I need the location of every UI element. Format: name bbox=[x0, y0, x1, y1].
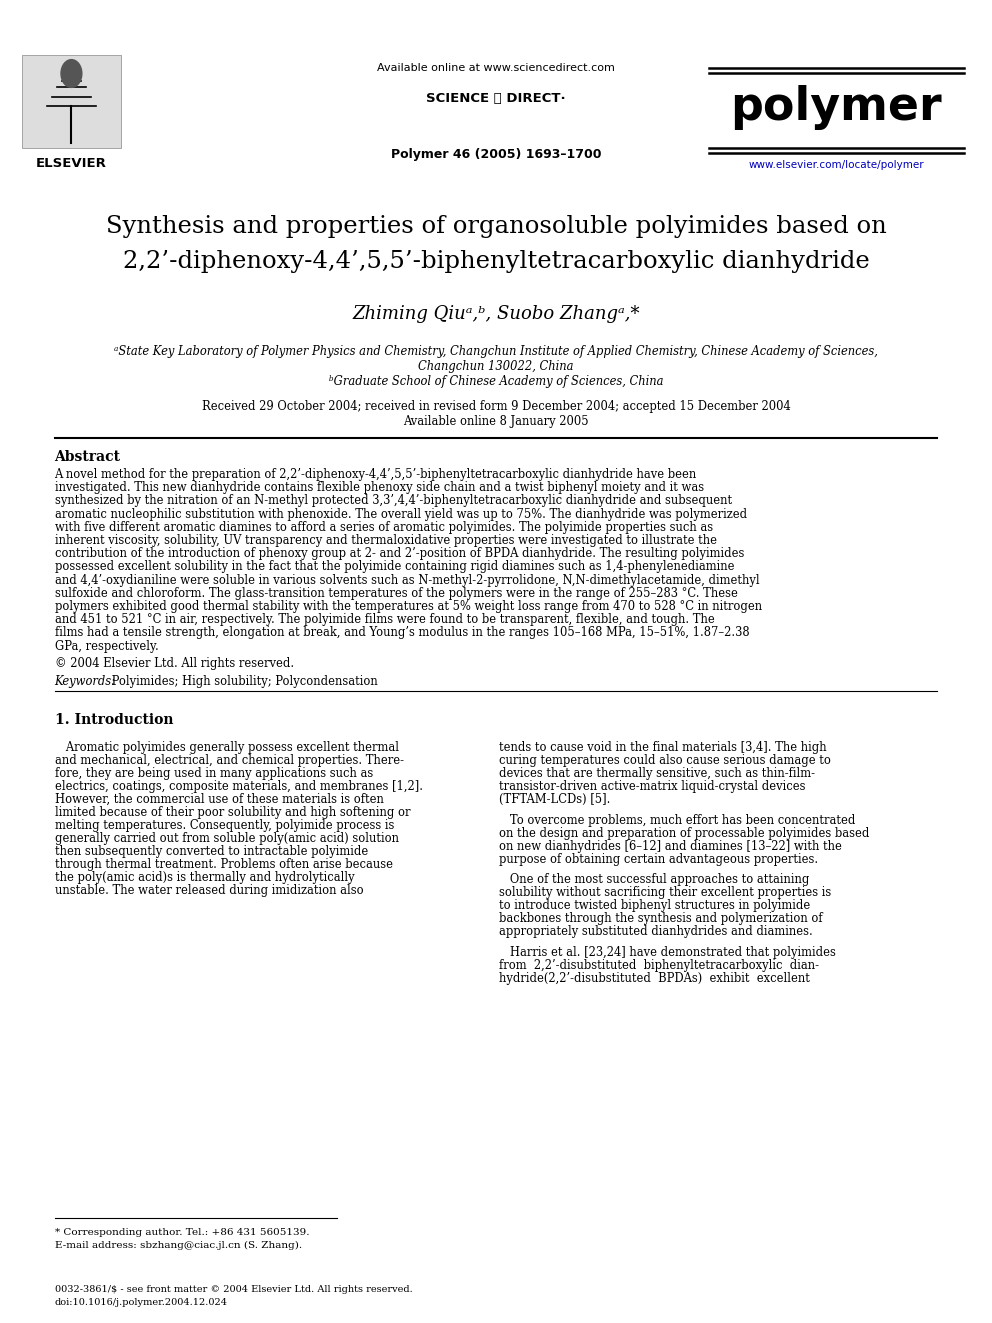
Text: Received 29 October 2004; received in revised form 9 December 2004; accepted 15 : Received 29 October 2004; received in re… bbox=[201, 400, 791, 413]
Text: 0032-3861/$ - see front matter © 2004 Elsevier Ltd. All rights reserved.: 0032-3861/$ - see front matter © 2004 El… bbox=[55, 1285, 413, 1294]
Text: hydride(2,2’-disubstituted  BPDAs)  exhibit  excellent: hydride(2,2’-disubstituted BPDAs) exhibi… bbox=[499, 972, 809, 986]
Text: then subsequently converted to intractable polyimide: then subsequently converted to intractab… bbox=[55, 845, 368, 857]
Text: Keywords:: Keywords: bbox=[55, 675, 115, 688]
Text: the poly(amic acid)s is thermally and hydrolytically: the poly(amic acid)s is thermally and hy… bbox=[55, 871, 354, 884]
Text: melting temperatures. Consequently, polyimide process is: melting temperatures. Consequently, poly… bbox=[55, 819, 394, 832]
Text: polymer: polymer bbox=[730, 85, 942, 130]
Text: E-mail address: sbzhang@ciac.jl.cn (S. Zhang).: E-mail address: sbzhang@ciac.jl.cn (S. Z… bbox=[55, 1241, 302, 1250]
Text: and 451 to 521 °C in air, respectively. The polyimide films were found to be tra: and 451 to 521 °C in air, respectively. … bbox=[55, 613, 714, 626]
Text: electrics, coatings, composite materials, and membranes [1,2].: electrics, coatings, composite materials… bbox=[55, 779, 423, 792]
Text: (TFTAM-LCDs) [5].: (TFTAM-LCDs) [5]. bbox=[499, 792, 610, 806]
Text: However, the commercial use of these materials is often: However, the commercial use of these mat… bbox=[55, 792, 384, 806]
Text: Available online at www.sciencedirect.com: Available online at www.sciencedirect.co… bbox=[377, 64, 615, 73]
Text: Changchun 130022, China: Changchun 130022, China bbox=[419, 360, 573, 373]
Text: One of the most successful approaches to attaining: One of the most successful approaches to… bbox=[499, 873, 809, 886]
Text: aromatic nucleophilic substitution with phenoxide. The overall yield was up to 7: aromatic nucleophilic substitution with … bbox=[55, 508, 747, 520]
Text: inherent viscosity, solubility, UV transparency and thermaloxidative properties : inherent viscosity, solubility, UV trans… bbox=[55, 534, 716, 546]
Text: and mechanical, electrical, and chemical properties. There-: and mechanical, electrical, and chemical… bbox=[55, 754, 404, 767]
Text: Abstract: Abstract bbox=[55, 450, 121, 464]
Text: tends to cause void in the final materials [3,4]. The high: tends to cause void in the final materia… bbox=[499, 741, 826, 754]
Text: SCIENCE ⓓ DIRECT·: SCIENCE ⓓ DIRECT· bbox=[427, 93, 565, 105]
Text: backbones through the synthesis and polymerization of: backbones through the synthesis and poly… bbox=[499, 913, 822, 925]
Text: possessed excellent solubility in the fact that the polyimide containing rigid d: possessed excellent solubility in the fa… bbox=[55, 561, 734, 573]
Text: generally carried out from soluble poly(amic acid) solution: generally carried out from soluble poly(… bbox=[55, 832, 399, 845]
Text: © 2004 Elsevier Ltd. All rights reserved.: © 2004 Elsevier Ltd. All rights reserved… bbox=[55, 656, 294, 669]
Text: devices that are thermally sensitive, such as thin-film-: devices that are thermally sensitive, su… bbox=[499, 767, 815, 779]
Text: to introduce twisted biphenyl structures in polyimide: to introduce twisted biphenyl structures… bbox=[499, 900, 810, 913]
Text: investigated. This new dianhydride contains flexible phenoxy side chain and a tw: investigated. This new dianhydride conta… bbox=[55, 482, 703, 495]
Text: ELSEVIER: ELSEVIER bbox=[36, 157, 107, 169]
Text: with five different aromatic diamines to afford a series of aromatic polyimides.: with five different aromatic diamines to… bbox=[55, 521, 712, 533]
Text: limited because of their poor solubility and high softening or: limited because of their poor solubility… bbox=[55, 806, 410, 819]
Text: 1. Introduction: 1. Introduction bbox=[55, 713, 173, 726]
Text: curing temperatures could also cause serious damage to: curing temperatures could also cause ser… bbox=[499, 754, 831, 767]
Text: films had a tensile strength, elongation at break, and Young’s modulus in the ra: films had a tensile strength, elongation… bbox=[55, 626, 749, 639]
Text: from  2,2’-disubstituted  biphenyltetracarboxylic  dian-: from 2,2’-disubstituted biphenyltetracar… bbox=[499, 959, 819, 972]
Text: unstable. The water released during imidization also: unstable. The water released during imid… bbox=[55, 884, 363, 897]
FancyBboxPatch shape bbox=[22, 56, 121, 148]
Text: fore, they are being used in many applications such as: fore, they are being used in many applic… bbox=[55, 767, 373, 779]
Text: solubility without sacrificing their excellent properties is: solubility without sacrificing their exc… bbox=[499, 886, 831, 900]
Text: sulfoxide and chloroform. The glass-transition temperatures of the polymers were: sulfoxide and chloroform. The glass-tran… bbox=[55, 587, 737, 599]
Text: Available online 8 January 2005: Available online 8 January 2005 bbox=[403, 415, 589, 429]
Text: Polymer 46 (2005) 1693–1700: Polymer 46 (2005) 1693–1700 bbox=[391, 148, 601, 161]
Text: polymers exhibited good thermal stability with the temperatures at 5% weight los: polymers exhibited good thermal stabilit… bbox=[55, 601, 762, 613]
Text: contribution of the introduction of phenoxy group at 2- and 2’-position of BPDA : contribution of the introduction of phen… bbox=[55, 548, 744, 560]
Text: doi:10.1016/j.polymer.2004.12.024: doi:10.1016/j.polymer.2004.12.024 bbox=[55, 1298, 227, 1307]
Text: Harris et al. [23,24] have demonstrated that polyimides: Harris et al. [23,24] have demonstrated … bbox=[499, 946, 836, 959]
Text: Aromatic polyimides generally possess excellent thermal: Aromatic polyimides generally possess ex… bbox=[55, 741, 399, 754]
Text: ᵃState Key Laboratory of Polymer Physics and Chemistry, Changchun Institute of A: ᵃState Key Laboratory of Polymer Physics… bbox=[114, 345, 878, 359]
Text: To overcome problems, much effort has been concentrated: To overcome problems, much effort has be… bbox=[499, 814, 855, 827]
Text: Synthesis and properties of organosoluble polyimides based on: Synthesis and properties of organosolubl… bbox=[105, 216, 887, 238]
Text: and 4,4’-oxydianiline were soluble in various solvents such as N-methyl-2-pyrrol: and 4,4’-oxydianiline were soluble in va… bbox=[55, 574, 759, 586]
Text: through thermal treatment. Problems often arise because: through thermal treatment. Problems ofte… bbox=[55, 857, 393, 871]
Circle shape bbox=[62, 60, 81, 87]
Text: * Corresponding author. Tel.: +86 431 5605139.: * Corresponding author. Tel.: +86 431 56… bbox=[55, 1228, 310, 1237]
Text: Polyimides; High solubility; Polycondensation: Polyimides; High solubility; Polycondens… bbox=[108, 675, 378, 688]
Text: on the design and preparation of processable polyimides based: on the design and preparation of process… bbox=[499, 827, 869, 840]
Text: on new dianhydrides [6–12] and diamines [13–22] with the: on new dianhydrides [6–12] and diamines … bbox=[499, 840, 842, 852]
Text: synthesized by the nitration of an N-methyl protected 3,3’,4,4’-biphenyltetracar: synthesized by the nitration of an N-met… bbox=[55, 495, 732, 508]
Text: 2,2’-diphenoxy-4,4’,5,5’-biphenyltetracarboxylic dianhydride: 2,2’-diphenoxy-4,4’,5,5’-biphenyltetraca… bbox=[123, 250, 869, 273]
Text: A novel method for the preparation of 2,2’-diphenoxy-4,4’,5,5’-biphenyltetracarb: A novel method for the preparation of 2,… bbox=[55, 468, 696, 482]
Text: transistor-driven active-matrix liquid-crystal devices: transistor-driven active-matrix liquid-c… bbox=[499, 779, 806, 792]
Text: Zhiming Qiuᵃ,ᵇ, Suobo Zhangᵃ,*: Zhiming Qiuᵃ,ᵇ, Suobo Zhangᵃ,* bbox=[352, 306, 640, 323]
Text: ᵇGraduate School of Chinese Academy of Sciences, China: ᵇGraduate School of Chinese Academy of S… bbox=[328, 374, 664, 388]
Text: GPa, respectively.: GPa, respectively. bbox=[55, 639, 159, 652]
Text: appropriately substituted dianhydrides and diamines.: appropriately substituted dianhydrides a… bbox=[499, 925, 812, 938]
Text: purpose of obtaining certain advantageous properties.: purpose of obtaining certain advantageou… bbox=[499, 852, 818, 865]
Text: www.elsevier.com/locate/polymer: www.elsevier.com/locate/polymer bbox=[748, 160, 925, 169]
